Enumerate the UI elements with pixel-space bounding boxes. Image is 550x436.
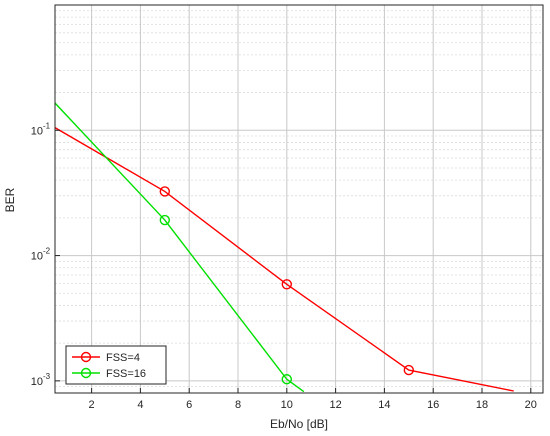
data-point (159, 214, 171, 226)
x-tick-label: 10 (281, 399, 293, 411)
x-tick-label: 16 (427, 399, 439, 411)
y-tick-base: 10 (31, 125, 43, 137)
ticks-layer: 10 -110 -210 -32 4 6 8 10 12 14 16 18 20 (31, 121, 537, 411)
minor-grid (55, 10, 543, 387)
series-1 (55, 127, 514, 392)
y-tick-label: 10 (31, 376, 43, 388)
y-tick-exponent: -2 (43, 247, 51, 256)
data-point (403, 364, 414, 376)
legend-marker (80, 367, 92, 379)
series-layer (55, 102, 514, 393)
x-tick-label: 8 (235, 399, 241, 411)
y-tick-label: 10 (31, 251, 43, 263)
x-tick-label: 20 (525, 399, 537, 411)
legend-label: FSS=4 (106, 352, 140, 364)
data-point (281, 279, 292, 290)
y-tick-label: 10 (31, 125, 43, 137)
data-point (159, 186, 171, 197)
y-tick-base: 10 (31, 251, 43, 263)
x-tick-label: 2 (89, 399, 95, 411)
y-axis-label: BER (3, 187, 17, 212)
major-grid (55, 5, 543, 393)
x-tick-label: 18 (476, 399, 488, 411)
x-tick-label: 6 (186, 399, 192, 411)
y-tick-exponent: -3 (43, 372, 51, 381)
x-axis-label: Eb/No [dB] (270, 417, 328, 431)
legend: FSS=4 FSS=16 (65, 345, 167, 385)
y-tick-exponent: -1 (43, 121, 51, 130)
series-line (55, 127, 514, 392)
legend-label: FSS=16 (106, 368, 146, 380)
plot-area (55, 5, 543, 393)
x-tick-label: 12 (329, 399, 341, 411)
series-2 (55, 102, 305, 393)
x-tick-label: 4 (137, 399, 143, 411)
series-line (55, 102, 305, 393)
y-tick-base: 10 (31, 376, 43, 388)
legend-box (65, 345, 167, 385)
data-point (281, 374, 292, 385)
plot-frame (54, 4, 544, 394)
legend-marker (80, 351, 92, 363)
x-tick-label: 14 (378, 399, 390, 411)
